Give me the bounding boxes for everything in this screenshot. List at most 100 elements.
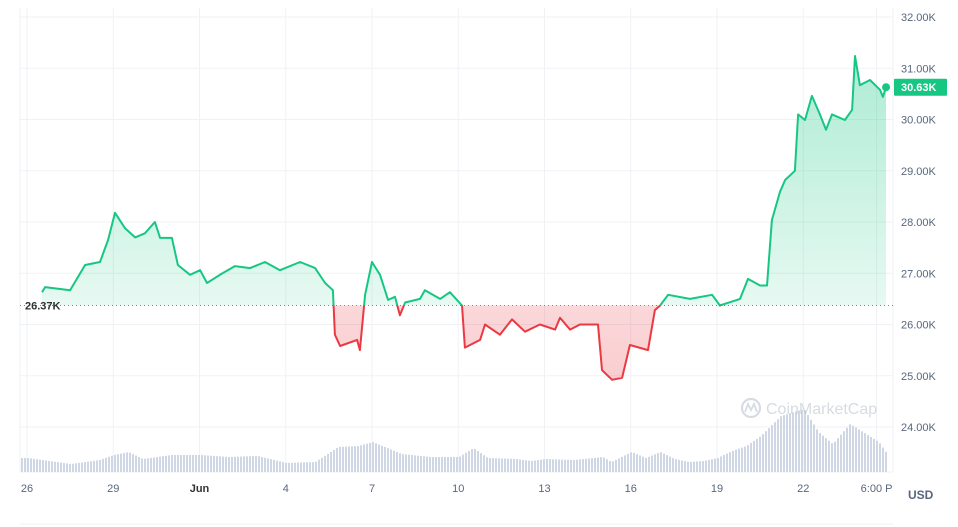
volume-bar [507,458,509,472]
volume-bar [210,455,212,472]
volume-bar [546,459,548,472]
volume-bar [321,457,323,472]
volume-bar [717,458,719,472]
y-tick-label: 24.00K [901,422,937,434]
volume-bar [159,456,161,472]
volume-bar [543,459,545,472]
volume-bar [267,458,269,472]
volume-bar [309,462,311,472]
volume-bar [702,461,704,472]
volume-bar [381,445,383,472]
volume-bar [675,459,677,472]
volume-bar [645,457,647,472]
volume-bar [240,456,242,472]
volume-bar [654,454,656,472]
volume-bar [96,460,98,472]
volume-bar [225,456,227,472]
volume-bar [573,459,575,472]
volume-bar [408,454,410,472]
current-price-badge: 30.63K [894,78,947,96]
volume-bar [552,459,554,472]
volume-bar [276,460,278,472]
volume-bar [657,453,659,472]
volume-bar [873,438,875,472]
volume-bar [807,415,809,472]
volume-bar [69,463,71,472]
volume-bar [57,462,59,472]
volume-bar [669,456,671,472]
volume-bar [768,428,770,472]
volume-bar [516,459,518,472]
volume-bar [66,463,68,472]
volume-bar [234,456,236,472]
volume-bar [534,460,536,472]
volume-bar [288,462,290,472]
x-tick-label: 10 [452,483,464,495]
volume-bar [591,458,593,472]
volume-bar [45,460,47,472]
volume-bar [165,455,167,472]
volume-bar [600,457,602,472]
volume-bar [525,460,527,472]
volume-bar [198,455,200,472]
volume-bar [384,447,386,472]
volume-bar [885,451,887,472]
volume-bar [582,459,584,472]
volume-bar [423,456,425,472]
volume-bar [363,444,365,472]
volume-bar [411,455,413,472]
volume-bar [39,459,41,472]
volume-bar [135,455,137,472]
volume-bar [93,460,95,472]
volume-bar [504,458,506,472]
volume-bar [678,459,680,472]
volume-bar [60,462,62,472]
volume-bar [318,459,320,472]
volume-bar [405,454,407,472]
y-tick-label: 30.00K [901,115,937,127]
volume-bar [795,411,797,472]
volume-bar [213,455,215,472]
volume-bar [852,425,854,472]
volume-bar [348,446,350,472]
volume-bar [21,458,23,472]
volume-bar [168,455,170,472]
volume-bar [420,456,422,472]
volume-bar [132,454,134,472]
volume-bar [264,457,266,472]
volume-bar [501,458,503,472]
volume-bar [90,461,92,472]
volume-bar [324,455,326,472]
volume-bar [207,455,209,472]
x-tick-label: 13 [538,483,550,495]
volume-bar [327,453,329,472]
volume-bar [720,456,722,472]
volume-bar [783,415,785,472]
volume-bar [222,456,224,472]
volume-bar [342,446,344,472]
volume-bar [822,435,824,472]
volume-bar [735,449,737,472]
volume-bar [792,412,794,472]
volume-bar [48,460,50,472]
volume-bar [219,456,221,472]
volume-bar [54,461,56,472]
volume-bar [393,450,395,472]
volume-bar [570,459,572,472]
volume-bar [633,452,635,472]
volume-bar [699,461,701,472]
volume-bar [417,455,419,472]
volume-bar [357,446,359,472]
volume-bar [177,455,179,472]
volume-bar [102,458,104,472]
y-tick-label: 28.00K [901,217,937,229]
volume-bar [789,413,791,472]
volume-bar [30,458,32,472]
volume-bar [684,461,686,472]
volume-bar [762,434,764,472]
volume-bar [537,460,539,472]
volume-bar [51,461,53,472]
volume-bar [33,458,35,472]
volume-bar [432,457,434,472]
